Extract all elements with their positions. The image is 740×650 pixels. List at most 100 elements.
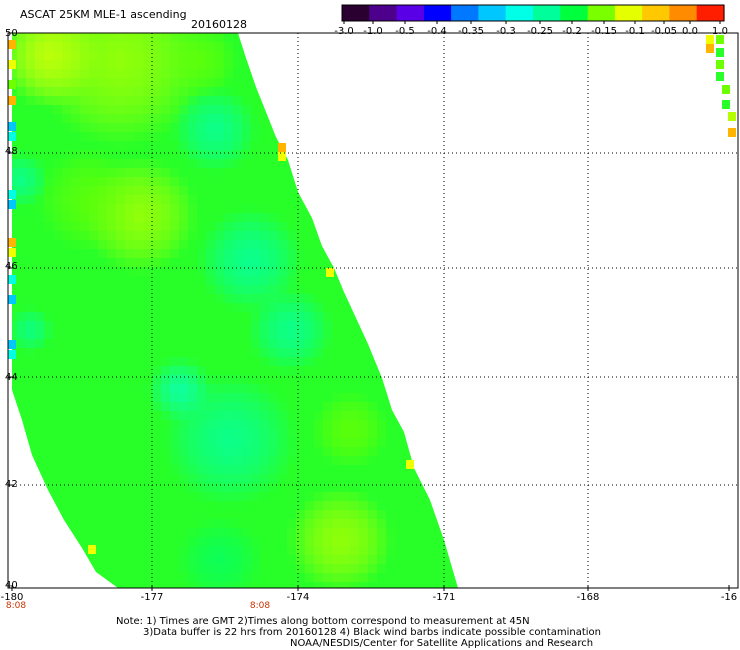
swath-pixel xyxy=(305,213,315,223)
swath-pixel xyxy=(449,501,458,511)
swath-pixel xyxy=(152,195,162,205)
swath-pixel xyxy=(251,411,261,421)
swath-pixel xyxy=(260,393,270,403)
swath-pixel xyxy=(269,276,279,286)
swath-pixel xyxy=(251,420,261,430)
swath-pixel xyxy=(35,222,45,232)
swath-pixel xyxy=(287,501,297,511)
swath-pixel xyxy=(215,78,225,88)
swath-pixel xyxy=(359,51,369,61)
swath-pixel xyxy=(44,96,54,106)
swath-pixel xyxy=(53,303,63,313)
swath-pixel xyxy=(314,321,324,331)
swath-pixel xyxy=(116,375,126,385)
swath-pixel xyxy=(62,492,72,502)
swath-pixel xyxy=(359,357,369,367)
swath-pixel xyxy=(62,51,72,61)
swath-pixel xyxy=(341,465,351,475)
swath-pixel xyxy=(368,564,378,574)
swath-pixel xyxy=(341,249,351,259)
swath-pixel xyxy=(269,132,279,142)
swath-pixel xyxy=(98,447,108,457)
swath-pixel xyxy=(359,519,369,529)
swath-pixel xyxy=(332,42,342,52)
swath-pixel xyxy=(260,465,270,475)
swath-pixel xyxy=(53,177,63,187)
swath-pixel xyxy=(17,168,27,178)
swath-pixel xyxy=(314,312,324,322)
swath-pixel xyxy=(386,105,396,115)
swath-pixel xyxy=(350,447,360,457)
swath-pixel xyxy=(404,87,414,97)
swath-pixel xyxy=(395,249,405,259)
swath-pixel xyxy=(161,213,171,223)
swath-pixel xyxy=(98,195,108,205)
swath-pixel xyxy=(413,87,423,97)
swath-pixel xyxy=(161,51,171,61)
swath-pixel xyxy=(332,339,342,349)
swath-pixel xyxy=(44,33,54,43)
swath-pixel xyxy=(305,258,315,268)
colorbar-label: 1.0 xyxy=(712,26,728,37)
swath-pixel xyxy=(314,195,324,205)
swath-pixel xyxy=(71,51,81,61)
swath-pixel xyxy=(197,492,207,502)
swath-pixel xyxy=(12,492,18,502)
swath-pixel xyxy=(170,42,180,52)
swath-pixel xyxy=(287,537,297,547)
swath-pixel xyxy=(143,240,153,250)
swath-pixel xyxy=(134,456,144,466)
swath-pixel xyxy=(386,357,396,367)
swath-pixel xyxy=(89,393,99,403)
swath-pixel xyxy=(350,483,360,493)
swath-pixel xyxy=(431,222,441,232)
swath-pixel xyxy=(71,573,81,583)
swath-pixel xyxy=(440,105,450,115)
swath-pixel xyxy=(53,42,63,52)
swath-pixel xyxy=(17,258,27,268)
swath-pixel xyxy=(53,312,63,322)
swath-pixel xyxy=(332,294,342,304)
swath-pixel xyxy=(449,222,458,232)
swath-pixel xyxy=(134,420,144,430)
swath-pixel xyxy=(80,213,90,223)
swath-pixel xyxy=(440,510,450,520)
swath-pixel xyxy=(215,312,225,322)
swath-pixel xyxy=(359,249,369,259)
swath-pixel xyxy=(377,105,387,115)
swath-pixel xyxy=(404,402,414,412)
swath-pixel xyxy=(341,96,351,106)
swath-pixel xyxy=(413,357,423,367)
swath-pixel xyxy=(35,294,45,304)
swath-pixel xyxy=(323,402,333,412)
swath-pixel xyxy=(368,42,378,52)
swath-pixel xyxy=(224,69,234,79)
swath-pixel xyxy=(260,501,270,511)
swath-pixel xyxy=(98,42,108,52)
swath-pixel xyxy=(296,411,306,421)
swath-pixel xyxy=(134,366,144,376)
swath-pixel xyxy=(71,510,81,520)
swath-pixel xyxy=(134,555,144,565)
swath-pixel xyxy=(296,78,306,88)
swath-pixel xyxy=(440,429,450,439)
swath-pixel xyxy=(161,420,171,430)
swath-pixel xyxy=(170,177,180,187)
swath-pixel xyxy=(224,492,234,502)
swath-pixel xyxy=(107,402,117,412)
swath-pixel xyxy=(395,546,405,556)
swath-pixel xyxy=(170,51,180,61)
swath-pixel xyxy=(44,474,54,484)
swath-pixel xyxy=(17,195,27,205)
swath-pixel xyxy=(26,186,36,196)
swath-pixel xyxy=(17,186,27,196)
swath-pixel xyxy=(62,159,72,169)
swath-pixel xyxy=(449,546,458,556)
swath-pixel xyxy=(206,465,216,475)
swath-pixel xyxy=(62,384,72,394)
swath-pixel xyxy=(458,528,468,538)
swath-pixel xyxy=(179,465,189,475)
swath-pixel xyxy=(260,438,270,448)
swath-pixel xyxy=(12,438,18,448)
swath-pixel xyxy=(413,573,423,583)
